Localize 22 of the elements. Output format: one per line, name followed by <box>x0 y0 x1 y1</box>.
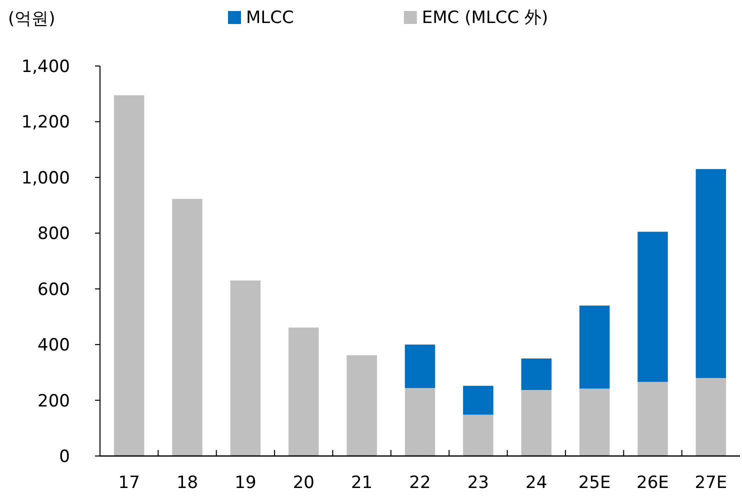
legend-label: EMC (MLCC 外) <box>422 8 548 28</box>
y-tick-label: 0 <box>59 447 70 467</box>
legend-label: MLCC <box>246 8 294 28</box>
x-tick-label: 25E <box>578 473 611 493</box>
x-tick-label: 17 <box>118 473 140 493</box>
y-tick-label: 400 <box>38 336 70 356</box>
y-tick-label: 1,200 <box>21 112 70 133</box>
x-tick-label: 22 <box>409 473 431 493</box>
y-tick-label: 1,000 <box>21 168 70 188</box>
x-tick-label: 18 <box>176 473 198 493</box>
x-tick-label: 24 <box>526 473 548 493</box>
y-tick-label: 1,400 <box>21 57 70 77</box>
x-tick-label: 21 <box>351 473 373 493</box>
x-tick-label: 23 <box>467 473 489 493</box>
y-tick-label: 800 <box>38 224 70 244</box>
x-tick-label: 27E <box>694 473 728 493</box>
x-tick-label: 26E <box>636 473 669 493</box>
y-tick-label: 200 <box>38 391 70 412</box>
y-axis-title: (억원) <box>8 9 56 29</box>
x-tick-label: 20 <box>292 473 314 493</box>
y-tick-label: 600 <box>38 280 70 300</box>
x-tick-label: 19 <box>234 473 256 493</box>
